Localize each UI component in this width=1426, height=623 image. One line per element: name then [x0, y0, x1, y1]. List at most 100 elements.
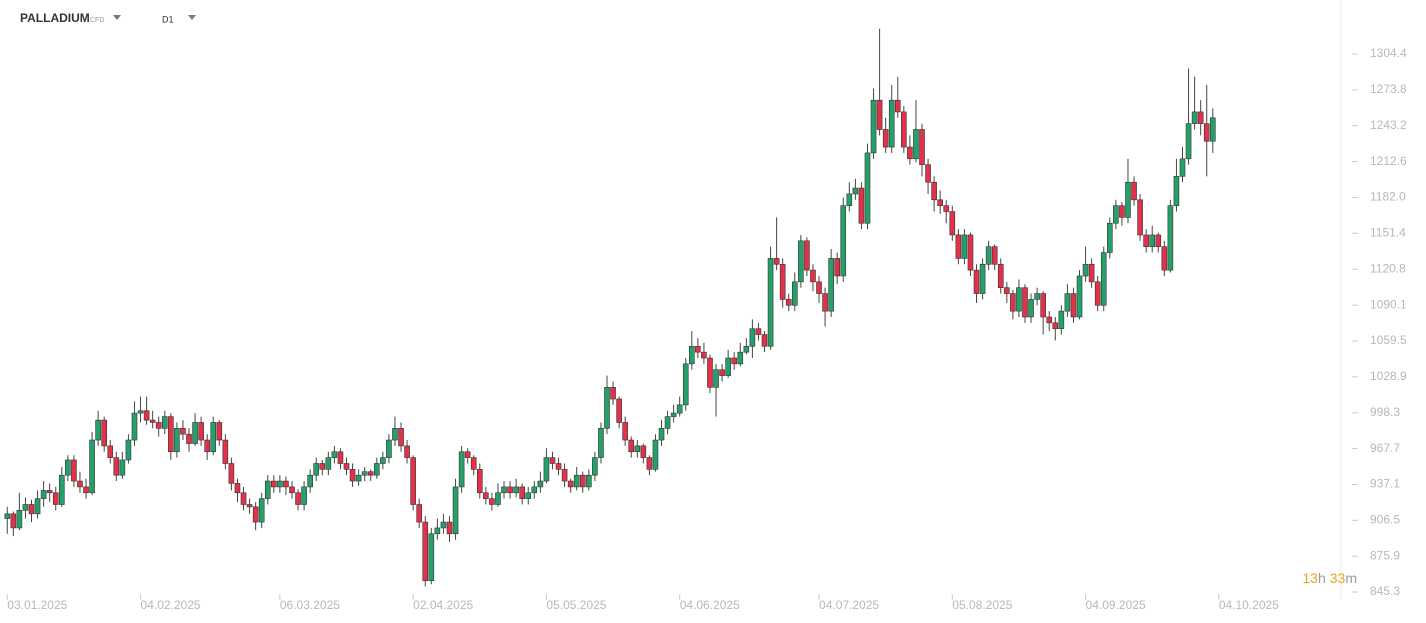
candle-body — [301, 486, 307, 505]
candle-body — [155, 422, 162, 429]
candle-body — [955, 234, 962, 259]
candle-body — [598, 428, 604, 458]
candle-body — [531, 486, 538, 494]
candle-body — [894, 99, 901, 113]
candle-body — [1034, 293, 1040, 300]
candle-body — [1125, 181, 1131, 218]
x-tick-label: 05.08.2025 — [952, 598, 1012, 612]
symbol-dropdown[interactable] — [113, 15, 121, 20]
candle-body — [325, 457, 332, 470]
candle-body — [28, 504, 35, 515]
candle-body — [1052, 322, 1059, 330]
candle-body — [495, 492, 501, 505]
candle-body — [737, 351, 744, 365]
candle-body — [386, 439, 392, 458]
countdown: 13h 33m — [1302, 570, 1357, 586]
candle-body — [89, 439, 95, 494]
candle-body — [277, 480, 283, 488]
candle-body — [1173, 176, 1180, 206]
candle-body — [1070, 293, 1077, 318]
candle-body — [513, 486, 519, 494]
candle-body — [870, 99, 877, 154]
x-tick-label: 04.09.2025 — [1086, 598, 1146, 612]
candle-body — [937, 199, 943, 206]
candle-body — [949, 211, 956, 236]
candle-body — [161, 416, 168, 429]
candle-body — [991, 246, 998, 265]
candle-body — [470, 457, 477, 470]
candle-body — [295, 492, 301, 505]
candle-body — [549, 457, 556, 464]
candle-body — [755, 328, 762, 335]
timeframe-dropdown[interactable] — [188, 15, 196, 20]
candle-body — [828, 258, 834, 312]
candle-body — [664, 416, 671, 429]
candle-body — [264, 480, 271, 499]
y-tick-label: 1120.8 — [1370, 261, 1406, 275]
candle-body — [913, 129, 919, 160]
y-tick-label: 875.9 — [1370, 548, 1400, 562]
candle-body — [234, 483, 241, 494]
candle-body — [246, 504, 253, 508]
candle-body — [4, 513, 11, 519]
x-tick-label: 06.03.2025 — [280, 598, 340, 612]
candle-body — [113, 457, 120, 476]
candle-body — [174, 428, 180, 453]
y-tick-label: 1304.4 — [1370, 46, 1407, 60]
candle-body — [428, 533, 435, 581]
candle-body — [676, 404, 683, 414]
candle-body — [107, 445, 114, 458]
candle-body — [689, 345, 695, 365]
candle-body — [543, 457, 550, 482]
candle-body — [622, 422, 628, 441]
candle-body — [501, 486, 507, 494]
candle-body — [713, 369, 719, 388]
candle-body — [210, 422, 217, 453]
candle-body — [1143, 234, 1149, 247]
candle-body — [416, 504, 423, 523]
candle-body — [749, 328, 756, 347]
candle-body — [1197, 111, 1204, 124]
y-tick-label: 1151.4 — [1370, 225, 1406, 239]
symbol[interactable]: PALLADIUM — [20, 11, 90, 25]
candle-body — [610, 387, 616, 400]
candle-body — [943, 205, 950, 212]
candle-body — [380, 457, 386, 464]
candle-body — [579, 474, 586, 488]
candle-body — [725, 357, 731, 376]
candle-body — [319, 463, 326, 470]
candle-body — [761, 334, 768, 347]
candle-body — [46, 490, 53, 494]
candle-body — [864, 152, 871, 224]
candle-body — [367, 471, 374, 476]
candle-body — [1149, 234, 1156, 247]
x-tick-label: 04.06.2025 — [680, 598, 740, 612]
candle-body — [16, 510, 23, 529]
y-tick-label: 1182.0 — [1370, 190, 1406, 204]
candle-body — [40, 490, 47, 499]
candle-body — [1100, 252, 1107, 306]
candle-body — [810, 269, 816, 283]
y-tick-label: 1028.9 — [1370, 369, 1407, 383]
candle-body — [567, 480, 574, 488]
candle-body — [695, 345, 701, 353]
candle-body — [785, 299, 792, 306]
candle-body — [143, 410, 150, 421]
candle-body — [22, 504, 29, 511]
candle-body — [985, 246, 992, 265]
candle-body — [119, 459, 126, 476]
candle-body — [701, 351, 707, 359]
candle-body — [852, 187, 859, 195]
candle-body — [404, 445, 410, 458]
candle-body — [1058, 310, 1065, 330]
candle-body — [446, 521, 453, 535]
candle-body — [10, 513, 17, 529]
candle-body — [258, 498, 265, 523]
candle-body — [798, 240, 804, 283]
candle-body — [34, 498, 41, 515]
candle-body — [979, 263, 986, 294]
candle-body — [1137, 199, 1143, 236]
candle-body — [519, 486, 525, 499]
candle-body — [476, 469, 483, 494]
timeframe[interactable]: D1 — [162, 14, 174, 24]
